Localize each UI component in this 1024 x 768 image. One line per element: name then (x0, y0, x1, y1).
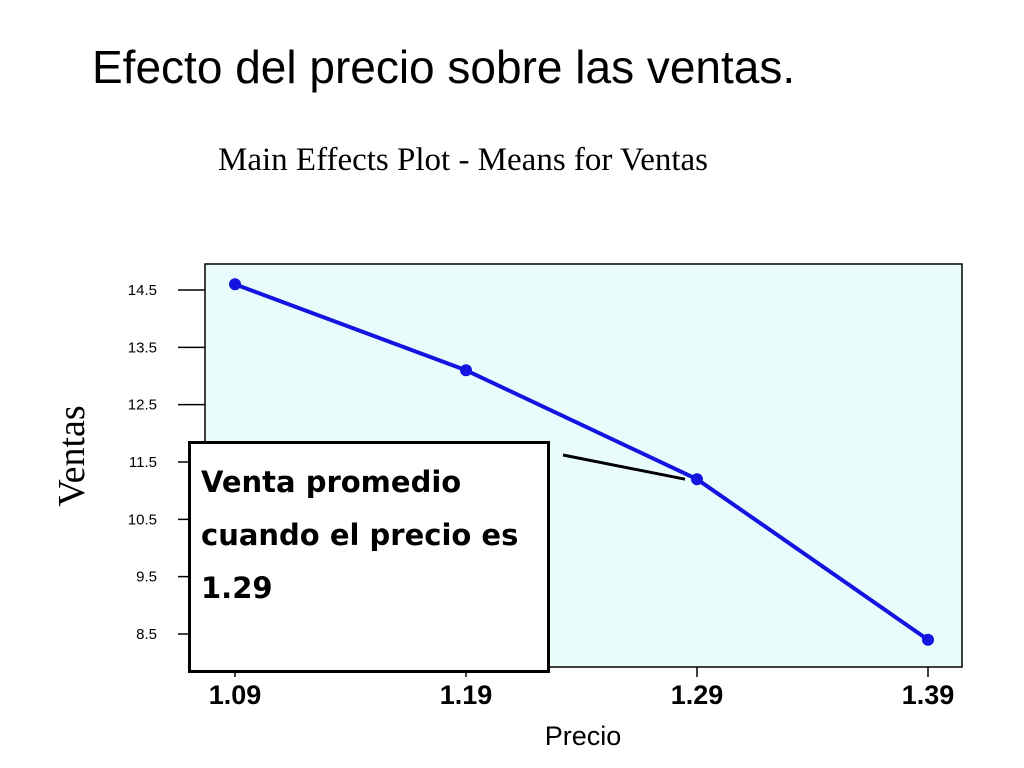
series-layer (229, 278, 934, 646)
y-tick-label: 13.5 (128, 339, 157, 356)
y-tick-label: 11.5 (129, 454, 157, 471)
data-point (229, 278, 241, 291)
x-axis: 1.09 1.19 1.29 1.39 (209, 667, 955, 710)
y-axis-label: Ventas (51, 405, 93, 506)
chart-title: Main Effects Plot - Means for Ventas (218, 142, 709, 178)
annotation-leader (562, 453, 686, 481)
slide-title: Efecto del precio sobre las ventas. (92, 41, 796, 93)
x-tick-label: 1.39 (902, 680, 955, 710)
x-tick-label: 1.19 (440, 680, 493, 710)
y-tick-label: 12.5 (128, 397, 157, 414)
x-axis-label: Precio (545, 721, 622, 751)
y-axis: 14.5 13.5 12.5 11.5 10.5 9.5 8.5 (128, 282, 205, 643)
data-point (922, 633, 934, 646)
y-tick-label: 9.5 (136, 569, 157, 586)
y-tick-label: 8.5 (136, 626, 157, 643)
data-point (691, 473, 703, 486)
y-tick-label: 14.5 (128, 282, 157, 299)
data-point (460, 364, 472, 377)
annotation-callout: Venta promedio cuando el precio es 1.29 (188, 441, 550, 673)
x-tick-label: 1.29 (671, 680, 724, 710)
y-tick-label: 10.5 (128, 511, 157, 528)
series-line (234, 282, 930, 642)
x-tick-label: 1.09 (209, 680, 262, 710)
